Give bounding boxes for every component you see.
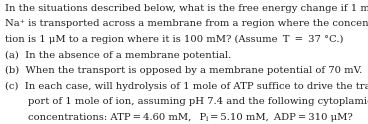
Text: Na⁺ is transported across a membrane from a region where the concentra-: Na⁺ is transported across a membrane fro… [5, 19, 368, 29]
Text: (b)  When the transport is opposed by a membrane potential of 70 mV.: (b) When the transport is opposed by a m… [5, 66, 362, 75]
Text: port of 1 mole of ion, assuming pH 7.4 and the following cytoplamic: port of 1 mole of ion, assuming pH 7.4 a… [28, 97, 368, 106]
Text: i: i [206, 115, 209, 123]
Text: (a)  In the absence of a membrane potential.: (a) In the absence of a membrane potenti… [5, 50, 231, 60]
Text: In the situations described below, what is the free energy change if 1 mole of: In the situations described below, what … [5, 4, 368, 13]
Text: (c)  In each case, will hydrolysis of 1 mole of ATP suffice to drive the trans-: (c) In each case, will hydrolysis of 1 m… [5, 81, 368, 91]
Text: tion is 1 μM to a region where it is 100 mM? (Assume  T  =  37 °C.): tion is 1 μM to a region where it is 100… [5, 35, 343, 44]
Text: concentrations: ATP = 4.60 mM,  P: concentrations: ATP = 4.60 mM, P [28, 112, 206, 122]
Text: = 5.10 mM, ADP = 310 μM?: = 5.10 mM, ADP = 310 μM? [209, 112, 353, 122]
